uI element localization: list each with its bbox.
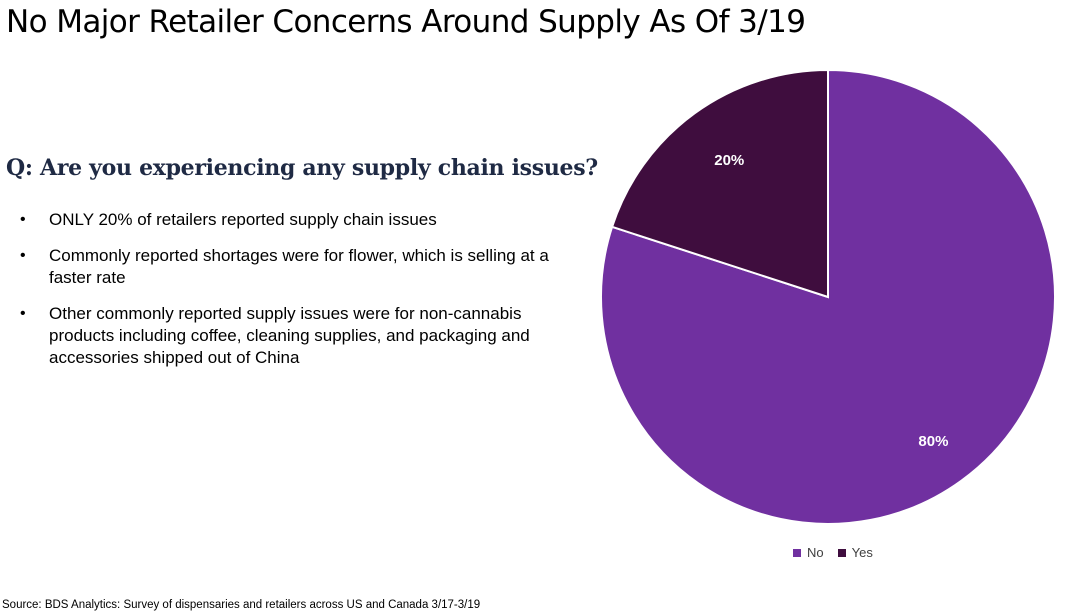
data-label-yes: 20%: [714, 152, 744, 169]
pie-chart-svg: 80% 20%: [600, 68, 1056, 525]
legend-swatch-yes: [837, 548, 846, 557]
legend-item-no: No: [793, 545, 824, 560]
data-label-no: 80%: [918, 433, 948, 450]
survey-question: Q: Are you experiencing any supply chain…: [6, 155, 598, 181]
bullet-text: Commonly reported shortages were for flo…: [49, 246, 549, 287]
pie-chart: 80% 20%: [590, 60, 1066, 560]
bullet-item: • ONLY 20% of retailers reported supply …: [20, 209, 560, 231]
legend-swatch-no: [793, 548, 801, 557]
bullet-dot-icon: •: [20, 305, 26, 322]
bullet-dot-icon: •: [20, 247, 26, 264]
pie-slice-yes: [610, 68, 829, 299]
chart-legend: No Yes: [793, 545, 873, 560]
bullet-text: Other commonly reported supply issues we…: [49, 304, 530, 367]
legend-label-no: No: [807, 545, 824, 560]
bullet-item: • Other commonly reported supply issues …: [20, 303, 560, 369]
bullet-text: ONLY 20% of retailers reported supply ch…: [49, 210, 437, 229]
bullet-dot-icon: •: [20, 211, 26, 228]
page-title: No Major Retailer Concerns Around Supply…: [6, 4, 806, 40]
legend-label-yes: Yes: [851, 545, 873, 560]
legend-item-yes: Yes: [837, 545, 873, 560]
bullet-item: • Commonly reported shortages were for f…: [20, 245, 560, 289]
bullet-list: • ONLY 20% of retailers reported supply …: [20, 209, 560, 383]
source-note: Source: BDS Analytics: Survey of dispens…: [2, 599, 481, 611]
